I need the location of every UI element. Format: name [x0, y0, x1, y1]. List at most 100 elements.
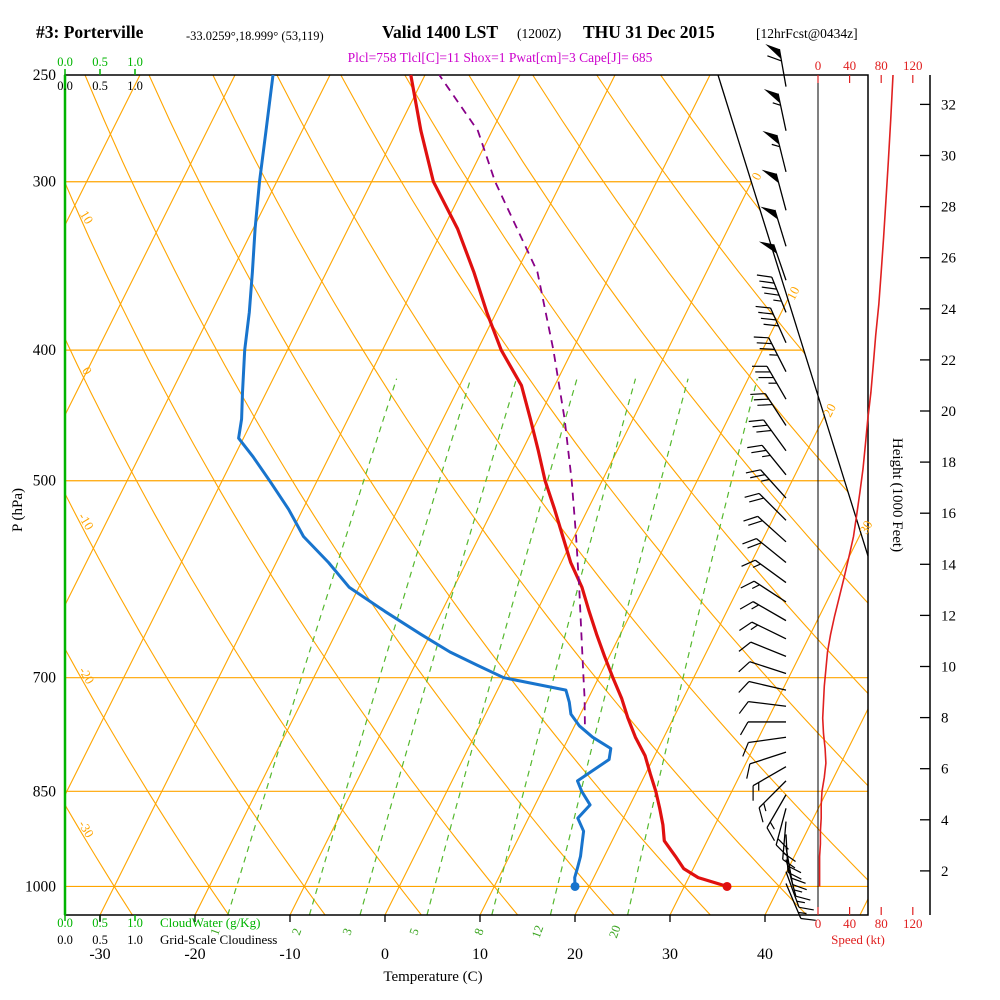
adiabat-label: 0: [79, 364, 95, 377]
mixing-ratio-line: [549, 378, 689, 915]
cloudiness-scale-bottom: 0.0: [57, 933, 73, 947]
dry-adiabat-line: [65, 75, 519, 915]
dry-adiabat-line: [596, 75, 868, 915]
isotherm-line: [65, 75, 426, 915]
dry-adiabat-line: [532, 75, 868, 915]
adiabat-label: -10: [75, 510, 97, 533]
surface-dewpoint-dot: [570, 881, 580, 891]
isotherm-line: [289, 75, 711, 915]
isotherm-line: [574, 75, 868, 915]
temp-axis-title: Temperature (C): [383, 969, 482, 985]
height-tick-label: 12: [941, 608, 956, 624]
speed-tick-bottom: 80: [875, 916, 888, 931]
zulu-time: (1200Z): [517, 26, 562, 41]
dry-adiabat-line: [65, 75, 133, 915]
dry-adiabat-line: [212, 75, 808, 915]
cloudwater-scale-bottom: 0.0: [57, 916, 73, 930]
dry-adiabat-line: [148, 75, 711, 915]
speed-axis-title: Speed (kt): [831, 932, 885, 947]
cloudwater-scale-bottom: 0.5: [92, 916, 108, 930]
mixing-ratio-label: 2: [289, 926, 304, 937]
mixing-ratio-line: [308, 378, 472, 915]
cloudwater-label: CloudWater (g/Kg): [160, 915, 260, 930]
adiabat-label: -30: [75, 818, 97, 841]
wind-barbs: [738, 44, 816, 921]
adiabat-label: 10: [77, 208, 97, 227]
height-tick-label: 24: [941, 302, 957, 318]
cloudiness-scale-bottom: 1.0: [127, 933, 143, 947]
gridscale-label: Grid-Scale Cloudiness: [160, 932, 277, 947]
cloudwater-scale-top: 1.0: [127, 55, 143, 69]
stability-indices: Plcl=758 Tlcl[C]=11 Shox=1 Pwat[cm]=3 Ca…: [347, 50, 653, 65]
temp-tick-label: -20: [184, 946, 205, 963]
mixing-ratio-label: 1: [207, 926, 222, 937]
temp-tick-label: 30: [662, 946, 678, 963]
pressure-tick-label: 700: [33, 670, 57, 687]
isotherm-line: [99, 75, 521, 915]
speed-tick-top: 80: [875, 58, 888, 73]
station-title: #3: Porterville: [36, 22, 144, 42]
cloudwater-scale-bottom: 1.0: [127, 916, 143, 930]
speed-tick-bottom: 40: [843, 916, 856, 931]
isotherm-line: [764, 75, 868, 915]
isotherm-label: 10: [783, 284, 802, 302]
station-coords: -33.0259°,18.999° (53,119): [186, 29, 324, 43]
temp-tick-label: -30: [89, 946, 110, 963]
mixing-ratio-label: 5: [407, 926, 422, 937]
speed-tick-top: 0: [815, 58, 822, 73]
height-tick-label: 26: [941, 251, 957, 267]
mixing-ratio-label: 12: [529, 923, 546, 940]
height-tick-label: 8: [941, 711, 949, 727]
isotherm-line: [65, 75, 331, 915]
temp-tick-label: 20: [567, 946, 583, 963]
height-tick-label: 10: [941, 660, 956, 676]
speed-tick-top: 40: [843, 58, 856, 73]
isotherm-line: [65, 75, 236, 915]
dry-adiabat-line: [65, 75, 326, 915]
forecast-tag: [12hrFcst@0434z]: [756, 26, 858, 41]
mixing-ratio-line: [491, 378, 637, 915]
cloudiness-scale-top: 0.5: [92, 79, 108, 93]
mixing-ratio-label: 8: [471, 926, 486, 937]
mixing-ratio-line: [359, 378, 518, 915]
cloudwater-scale-top: 0.5: [92, 55, 108, 69]
height-tick-label: 20: [941, 404, 956, 420]
isotherm-label: 20: [820, 401, 839, 419]
temperature-trace: [409, 74, 728, 888]
dry-adiabat-line: [84, 75, 615, 915]
surface-temp-dot: [722, 881, 732, 891]
pressure-tick-label: 1000: [25, 878, 56, 895]
cloudiness-scale-bottom: 0.5: [92, 933, 108, 947]
valid-date: THU 31 Dec 2015: [583, 22, 715, 42]
isotherm-line: [65, 75, 141, 915]
temp-tick-label: 40: [757, 946, 773, 963]
height-tick-label: 2: [941, 864, 949, 880]
speed-tick-bottom: 120: [903, 916, 923, 931]
adiabat-label: -20: [76, 664, 98, 687]
dry-adiabat-line: [404, 75, 868, 915]
speed-tick-bottom: 0: [815, 916, 822, 931]
dry-adiabat-line: [468, 75, 868, 915]
background-grid: [65, 75, 868, 915]
speed-tick-top: 120: [903, 58, 923, 73]
height-tick-label: 18: [941, 455, 956, 471]
plot-border: [64, 74, 869, 916]
cloudwater-scale-top: 0.0: [57, 55, 73, 69]
isotherm-line: [384, 75, 806, 915]
dry-adiabat-line: [724, 75, 868, 915]
dry-adiabat-line: [65, 75, 230, 915]
dry-adiabat-line: [65, 75, 422, 915]
isotherm-label: 30: [856, 518, 875, 536]
mixing-ratio-label: 20: [606, 923, 623, 940]
dry-adiabat-line: [276, 75, 868, 915]
height-tick-label: 14: [941, 557, 957, 573]
height-tick-label: 30: [941, 149, 956, 165]
mixing-ratio-line: [426, 378, 578, 915]
height-tick-label: 22: [941, 353, 956, 369]
height-tick-label: 16: [941, 506, 957, 522]
temp-tick-label: 10: [472, 946, 488, 963]
pressure-tick-label: 850: [33, 783, 57, 800]
parcel-trace: [438, 74, 586, 725]
